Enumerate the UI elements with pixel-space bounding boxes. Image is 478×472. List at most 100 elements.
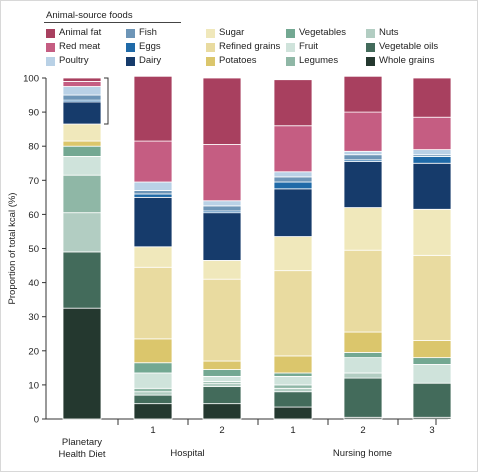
bar-segment-nuts: [133, 391, 173, 396]
legend-swatch: [46, 43, 55, 52]
bar-segment-fruit: [62, 156, 102, 176]
bar-segment-fruit: [343, 357, 383, 374]
bar-segment-fruit: [273, 375, 313, 386]
legend-swatch: [126, 57, 135, 66]
y-tick-label: 40: [28, 278, 39, 289]
y-tick-label: 10: [28, 380, 39, 391]
legend-label: Legumes: [299, 55, 339, 66]
bar-segment-poultry: [412, 149, 452, 156]
bar-segment-dairy: [133, 196, 173, 248]
legend-swatch: [286, 43, 295, 52]
bar-segment-animal-fat: [133, 75, 173, 142]
bar-segment-red-meat: [412, 116, 452, 151]
bar-segment-animal-fat: [412, 77, 452, 118]
bar-segment-fish: [62, 94, 102, 101]
bar-segment-sugar: [202, 260, 242, 280]
bar-segment-fish: [273, 176, 313, 183]
bar-segment-poultry: [343, 150, 383, 156]
legend-swatch: [366, 57, 375, 66]
y-tick-label: 100: [23, 74, 39, 85]
bar-segment-sugar: [273, 236, 313, 272]
legend-label: Vegetables: [299, 27, 347, 38]
legend-swatch: [126, 43, 135, 52]
bar-segment-legumes: [273, 384, 313, 389]
x-group-label: Nursing home: [333, 448, 392, 459]
bar-segment-fruit: [133, 372, 173, 389]
bar-segment-vegetables: [133, 362, 173, 374]
legend: Animal-source foods Animal fat Red meat Po…: [34, 2, 454, 72]
bar-segment-vegetable-oils: [133, 394, 173, 405]
bar-segment-animal-fat: [62, 77, 102, 82]
bar-segment-sugar: [62, 123, 102, 142]
bar-segment-poultry: [202, 200, 242, 207]
bar-segment-vegetables: [343, 352, 383, 359]
legend-swatch: [286, 57, 295, 66]
x-category-label: Planetary: [62, 437, 102, 448]
legend-swatch: [286, 29, 295, 38]
bar-segment-nuts: [273, 387, 313, 393]
bar-segment-red-meat: [343, 111, 383, 152]
bar-segment-potatoes: [412, 340, 452, 359]
legend-label: Dairy: [139, 55, 162, 66]
x-category-label: 2: [219, 425, 224, 436]
y-tick-label: 70: [28, 176, 39, 187]
y-tick-label: 90: [28, 108, 39, 119]
bar-segment-poultry: [133, 181, 173, 191]
bar-segment-whole-grains: [202, 403, 242, 420]
legend-title-rule: [44, 22, 181, 23]
legend-swatch: [366, 29, 375, 38]
bar-segment-dairy: [343, 161, 383, 208]
bar-segment-vegetable-oils: [343, 377, 383, 418]
y-tick-label: 0: [34, 415, 39, 426]
bar-segment-refined-grains: [273, 270, 313, 357]
y-tick-label: 50: [28, 244, 39, 255]
legend-label: Vegetable oils: [379, 41, 439, 52]
bar-segment-nuts: [202, 382, 242, 388]
bar-segment-potatoes: [343, 331, 383, 353]
bar-segment-whole-grains: [62, 307, 102, 420]
bar-segment-potatoes: [133, 338, 173, 364]
bar-segment-red-meat: [133, 140, 173, 183]
bar-segment-nuts: [343, 372, 383, 379]
legend-label: Nuts: [379, 27, 399, 38]
bar-segment-animal-fat: [343, 75, 383, 113]
legend-title: Animal-source foods: [46, 10, 133, 21]
bar-segment-whole-grains: [133, 403, 173, 420]
bar-segment-eggs: [412, 156, 452, 164]
y-axis-label: Proportion of total kcal (%): [7, 193, 18, 305]
x-category-label: 1: [290, 425, 295, 436]
bar-segment-fruit: [412, 364, 452, 384]
y-tick-label: 60: [28, 210, 39, 221]
bar-segment-dairy: [412, 162, 452, 210]
bar-segment-fish: [202, 205, 242, 212]
bar-segment-refined-grains: [343, 249, 383, 333]
bar-segment-sugar: [412, 208, 452, 256]
bar-segment-red-meat: [202, 144, 242, 202]
legend-label: Fruit: [299, 41, 318, 52]
bar-segment-vegetable-oils: [412, 382, 452, 418]
bar-segment-potatoes: [202, 360, 242, 370]
bar-segment-legumes: [62, 174, 102, 214]
x-category-label: 3: [429, 425, 434, 436]
bar-segment-vegetables: [412, 357, 452, 365]
x-category-label: 1: [150, 425, 155, 436]
bar-segment-red-meat: [62, 81, 102, 87]
bar-segment-eggs: [273, 181, 313, 190]
y-tick-label: 20: [28, 346, 39, 357]
bar-segment-potatoes: [62, 140, 102, 147]
bar-segment-poultry: [62, 86, 102, 96]
x-group-label: Hospital: [170, 448, 204, 459]
bar-segment-red-meat: [273, 125, 313, 173]
legend-label: Poultry: [59, 55, 89, 66]
bar-segment-animal-fat: [202, 77, 242, 145]
bar-segment-eggs: [133, 193, 173, 198]
legend-label: Whole grains: [379, 55, 435, 66]
bar-segment-vegetable-oils: [62, 251, 102, 309]
x-category-label: 2: [360, 425, 365, 436]
bar-segment-vegetables: [62, 145, 102, 157]
bar-segment-refined-grains: [133, 266, 173, 340]
bar-segment-animal-fat: [273, 79, 313, 127]
bar-segment-dairy: [202, 212, 242, 261]
legend-swatch: [206, 43, 215, 52]
